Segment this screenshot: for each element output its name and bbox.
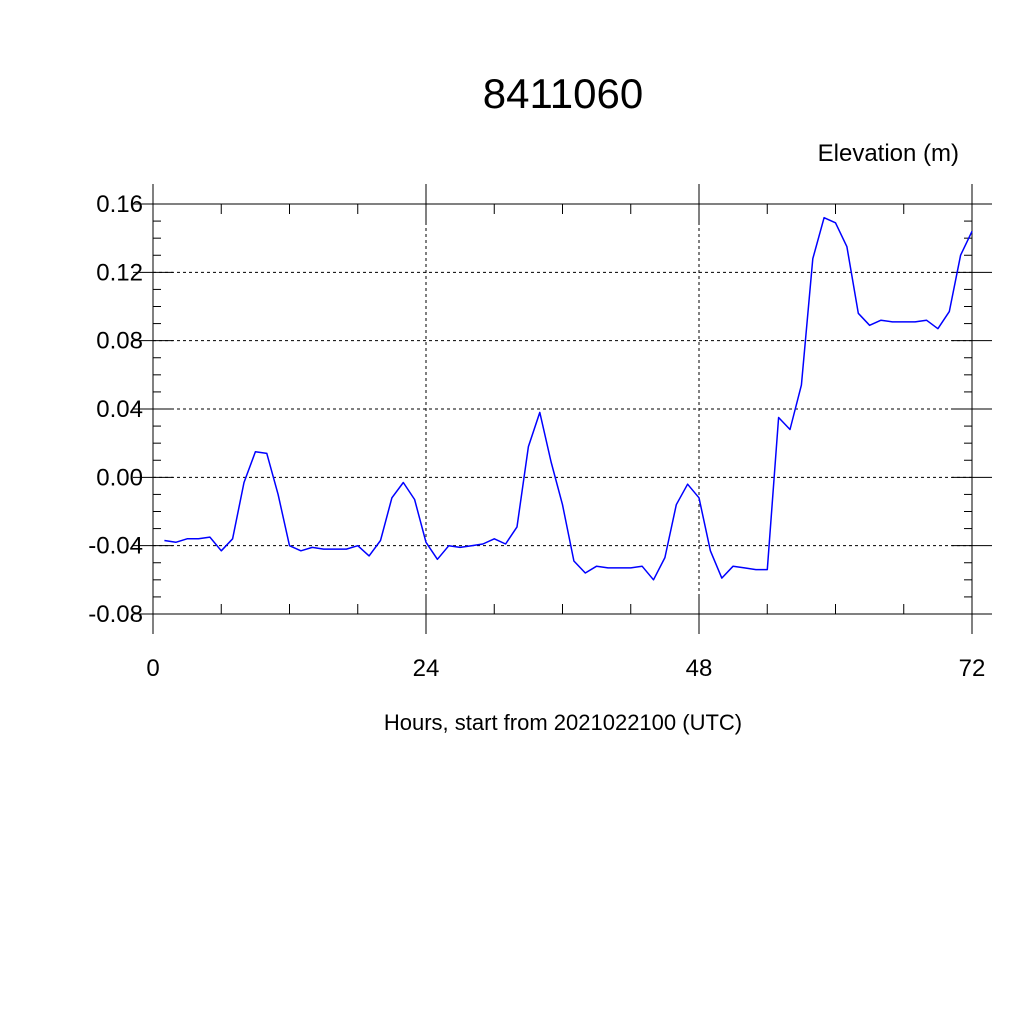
series-layer [164,216,973,581]
series-line [164,216,973,581]
y-tick-label: -0.08 [88,601,143,628]
y-tick-label: 0.04 [96,396,143,423]
y-tick-label: 0.12 [96,259,143,286]
unit-label: Elevation (m) [818,140,959,167]
grid [152,203,973,615]
y-tick-label: 0.08 [96,328,143,355]
y-tick-label: 0.16 [96,191,143,218]
axis-ticks [133,184,992,634]
x-tick-label: 0 [146,655,159,682]
x-tick-label: 24 [413,655,440,682]
chart-title: 8411060 [483,70,643,117]
y-axis-tick-labels: -0.08 -0.04 0.00 0.04 0.08 0.12 0.16 [88,191,143,628]
y-tick-label: -0.04 [88,533,143,560]
x-tick-label: 48 [686,655,713,682]
x-axis-label: Hours, start from 2021022100 (UTC) [384,710,742,735]
x-tick-label: 72 [959,655,986,682]
x-axis-tick-labels: 0 24 48 72 [146,655,985,682]
y-tick-label: 0.00 [96,464,143,491]
